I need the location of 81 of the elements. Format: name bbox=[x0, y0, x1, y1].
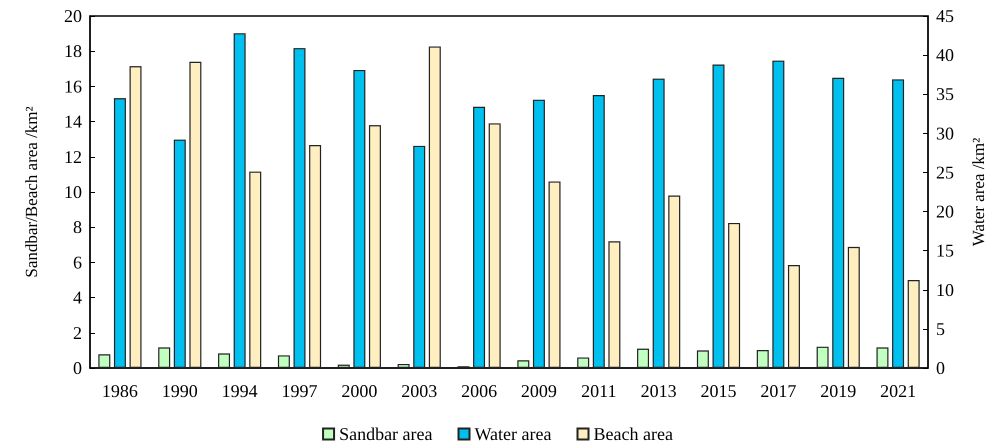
bar bbox=[816, 346, 829, 368]
bar bbox=[98, 354, 110, 368]
x-tick-label: 2017 bbox=[760, 381, 796, 401]
bar bbox=[309, 145, 322, 368]
y-tick-label: 4 bbox=[73, 288, 82, 308]
bar bbox=[637, 348, 650, 368]
bar bbox=[189, 62, 202, 368]
y2-tick-label: 30 bbox=[936, 123, 954, 144]
bar bbox=[338, 364, 350, 368]
bar bbox=[158, 347, 170, 368]
bar bbox=[249, 172, 262, 368]
x-tick-label: 1994 bbox=[222, 381, 258, 401]
legend-label: Beach area bbox=[593, 424, 673, 444]
y-tick-label: 2 bbox=[73, 322, 82, 343]
bar bbox=[532, 100, 545, 368]
y-tick-label: 12 bbox=[64, 146, 82, 167]
bar bbox=[577, 357, 590, 368]
bar bbox=[234, 33, 246, 368]
x-tick-label: 2003 bbox=[401, 381, 438, 401]
bar bbox=[428, 46, 441, 368]
bar bbox=[772, 60, 784, 368]
bar bbox=[368, 125, 381, 368]
x-tick-label: 2009 bbox=[520, 381, 557, 401]
bar bbox=[130, 66, 142, 368]
bar bbox=[668, 196, 680, 368]
bar bbox=[548, 181, 561, 368]
bar bbox=[876, 347, 888, 368]
x-tick-label: 2021 bbox=[880, 381, 916, 401]
y2-tick-label: 35 bbox=[936, 84, 954, 104]
bar bbox=[756, 350, 769, 368]
bar bbox=[696, 350, 709, 368]
bar bbox=[278, 355, 290, 368]
bar bbox=[294, 48, 306, 368]
bar bbox=[174, 140, 186, 368]
x-tick-label: 1997 bbox=[282, 381, 318, 401]
y-tick-label: 10 bbox=[64, 182, 82, 202]
legend-label: Water area bbox=[474, 424, 552, 444]
bar bbox=[353, 70, 366, 368]
bar bbox=[398, 364, 410, 368]
x-tick-label: 2013 bbox=[640, 381, 677, 401]
x-tick-label: 2011 bbox=[581, 381, 616, 401]
bar bbox=[592, 95, 605, 368]
y-tick-label: 16 bbox=[64, 76, 82, 96]
x-tick-label: 2006 bbox=[461, 381, 498, 401]
y-tick-label: 8 bbox=[73, 217, 82, 238]
bar bbox=[788, 265, 800, 368]
bar bbox=[892, 79, 904, 368]
bar bbox=[728, 222, 740, 368]
bar bbox=[488, 123, 501, 368]
y2-tick-label: 10 bbox=[936, 280, 954, 300]
bar bbox=[114, 98, 126, 368]
x-tick-label: 1986 bbox=[102, 381, 138, 401]
legend-label: Sandbar area bbox=[339, 424, 433, 444]
bar bbox=[832, 78, 844, 368]
x-tick-label: 2015 bbox=[700, 381, 736, 401]
y-tick-label: 18 bbox=[64, 41, 82, 62]
bar bbox=[652, 78, 665, 368]
bar bbox=[848, 246, 860, 368]
bar bbox=[908, 280, 920, 368]
y2-tick-label: 45 bbox=[936, 6, 954, 26]
bar bbox=[473, 106, 486, 368]
x-tick-label: 2000 bbox=[341, 381, 378, 401]
y2-tick-label: 20 bbox=[936, 202, 954, 222]
y2-tick-label: 0 bbox=[936, 358, 945, 378]
x-tick-label: 2019 bbox=[820, 381, 856, 401]
y2-tick-label: 40 bbox=[936, 45, 954, 66]
y2-tick-label: 25 bbox=[936, 162, 954, 182]
y2-axis-title: Water area /km² bbox=[969, 138, 988, 246]
y-tick-label: 6 bbox=[73, 252, 82, 272]
bar bbox=[517, 360, 530, 368]
y-axis-title: Sandbar/Beach area /km² bbox=[22, 106, 41, 278]
bar bbox=[413, 146, 426, 368]
y-tick-label: 14 bbox=[64, 112, 82, 132]
bar bbox=[218, 353, 230, 368]
y2-tick-label: 15 bbox=[936, 240, 954, 261]
x-tick-label: 1990 bbox=[162, 381, 198, 401]
y2-tick-label: 5 bbox=[936, 318, 945, 339]
bar bbox=[712, 64, 724, 368]
y-tick-label: 0 bbox=[73, 358, 82, 378]
bar bbox=[608, 241, 620, 368]
y-tick-label: 20 bbox=[64, 6, 82, 26]
